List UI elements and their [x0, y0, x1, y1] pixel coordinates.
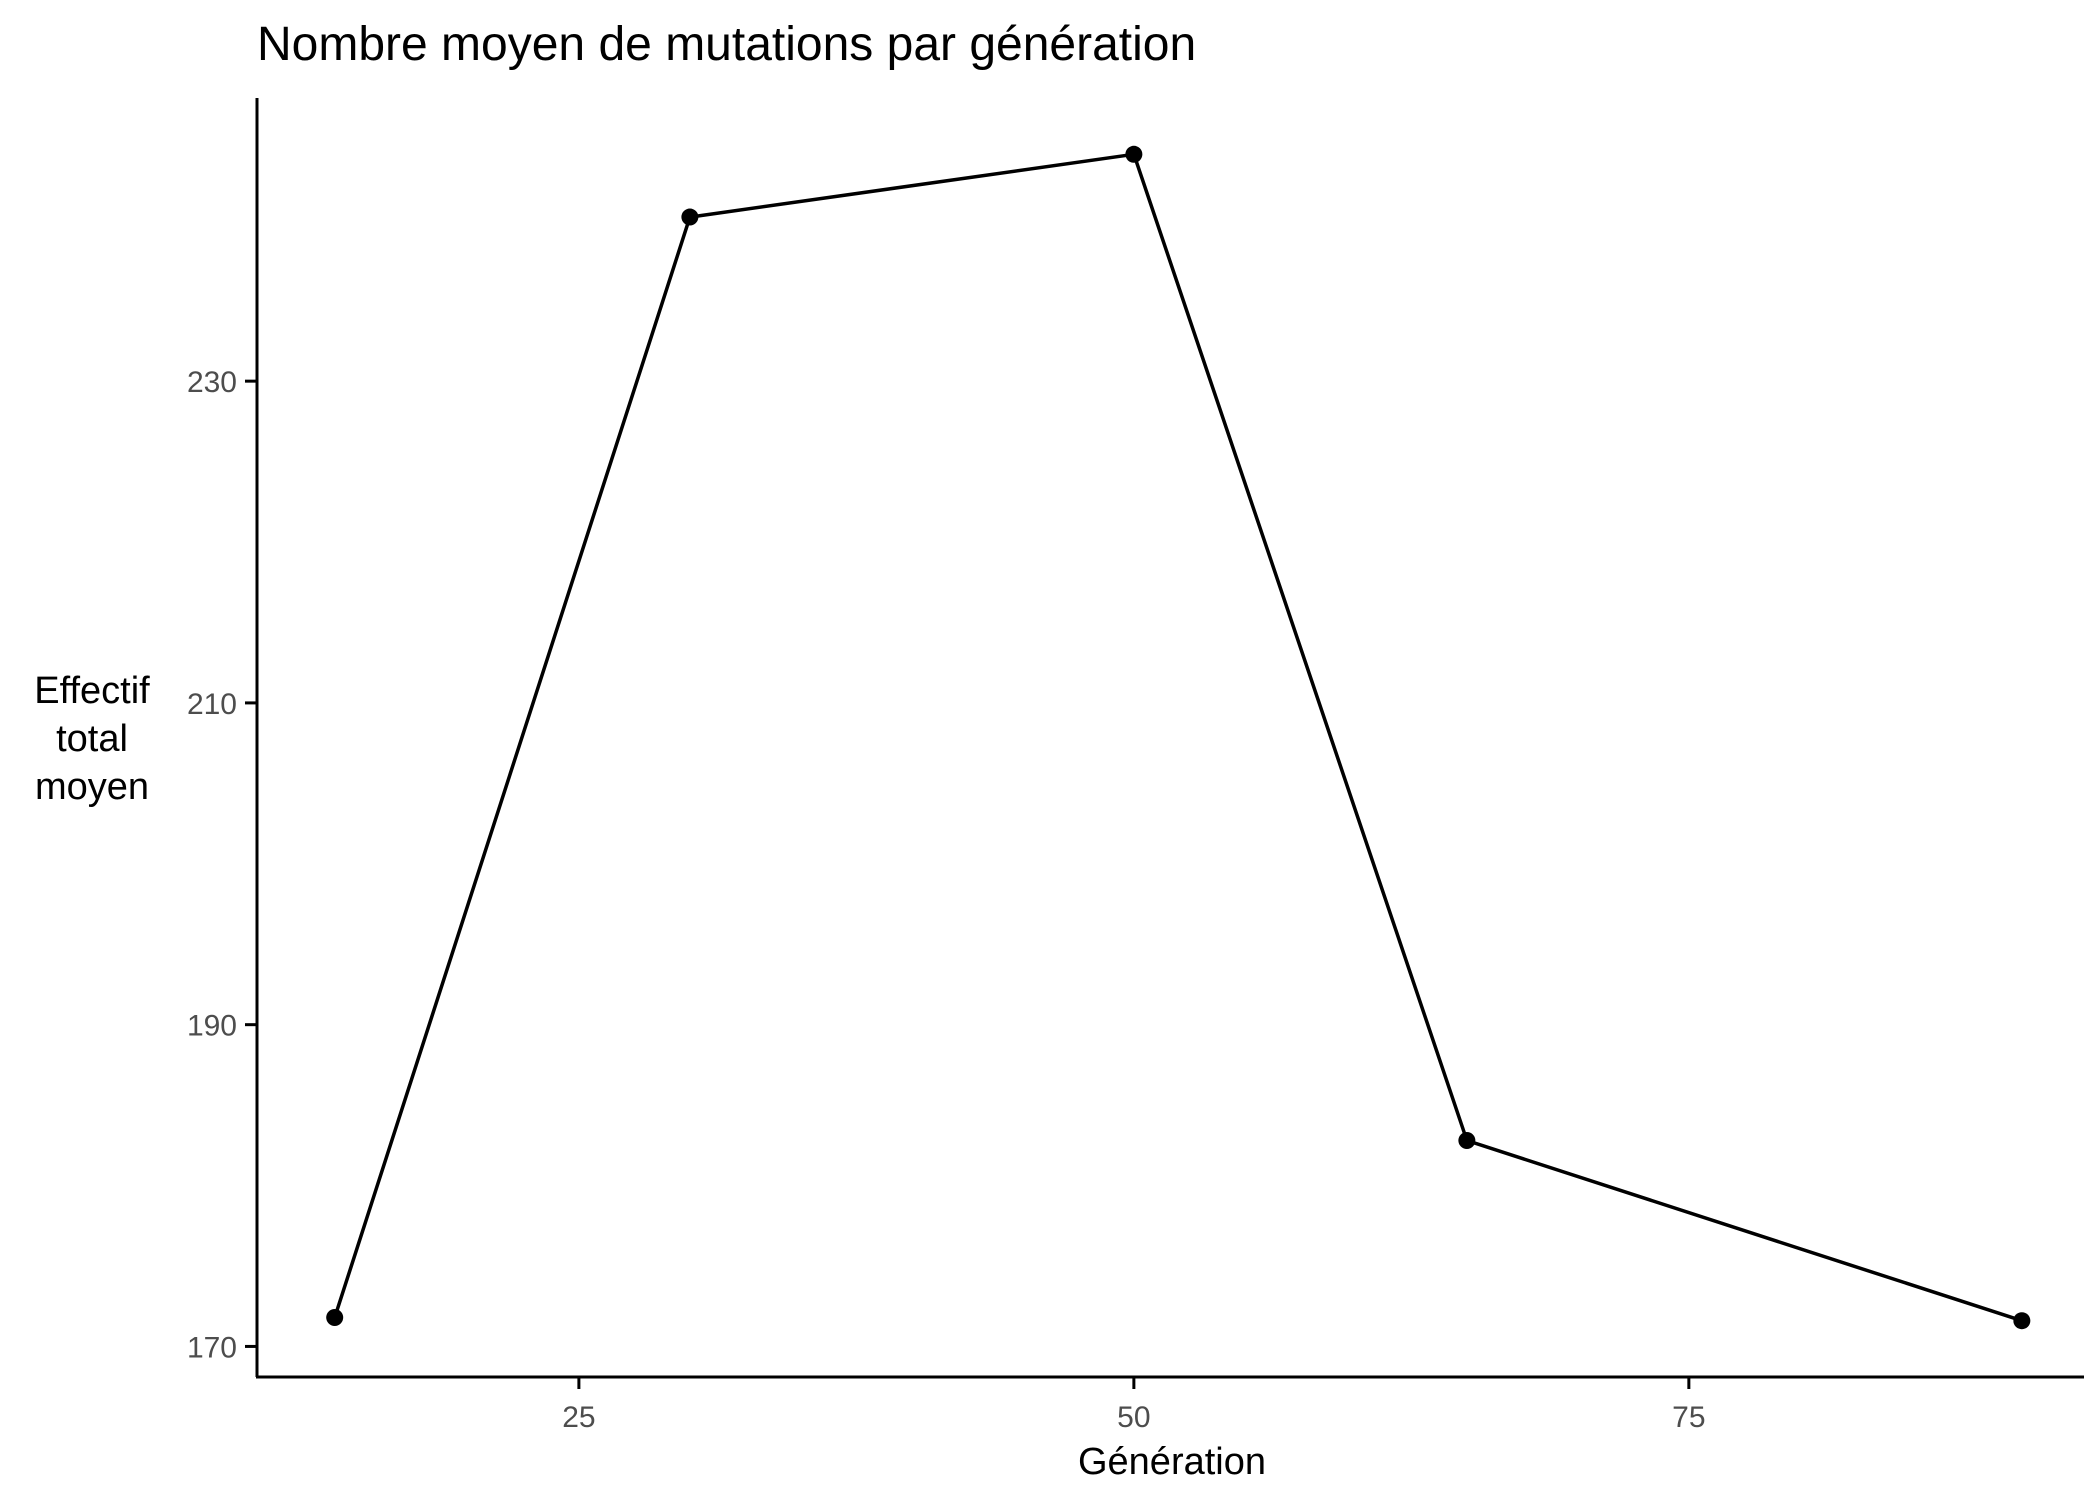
data-point-30: [681, 208, 699, 226]
series-layer: [326, 145, 2031, 1330]
y-axis-label-line-2: total: [56, 718, 128, 760]
x-ticks: 25 50 75: [562, 1377, 1706, 1434]
chart-title: Nombre moyen de mutations par génération: [257, 18, 1196, 71]
data-point-65: [1458, 1132, 1476, 1150]
data-point-90: [2013, 1312, 2031, 1330]
y-axis-label: Effectif total moyen: [34, 670, 150, 808]
y-ticks: 170 190 210 230: [187, 366, 257, 1364]
y-tick-label-170: 170: [187, 1331, 237, 1364]
y-axis-label-line-1: Effectif: [34, 670, 150, 712]
x-tick-label-75: 75: [1672, 1401, 1705, 1434]
y-tick-label-210: 210: [187, 688, 237, 721]
y-tick-label-230: 230: [187, 366, 237, 399]
series-line-0: [333, 152, 2023, 1323]
x-tick-label-50: 50: [1117, 1401, 1150, 1434]
y-axis-label-line-3: moyen: [35, 766, 149, 808]
x-tick-label-25: 25: [562, 1401, 595, 1434]
x-axis-label: Génération: [1078, 1441, 1266, 1483]
data-point-50: [1125, 145, 1143, 163]
data-point-14: [326, 1308, 344, 1326]
y-tick-label-190: 190: [187, 1010, 237, 1043]
